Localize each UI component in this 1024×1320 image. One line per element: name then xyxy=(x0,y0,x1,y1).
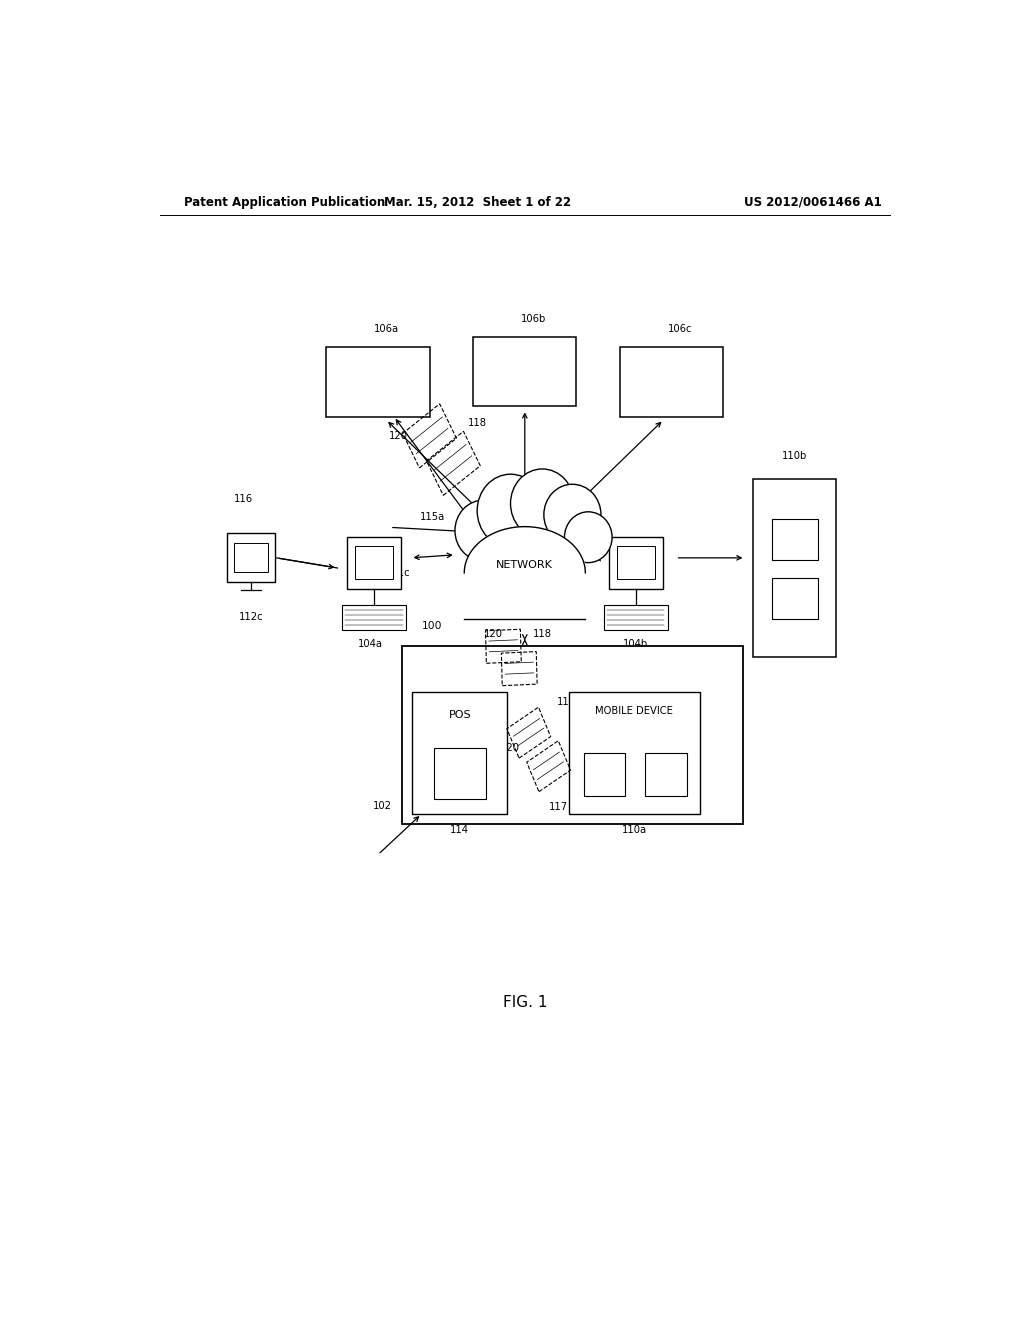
Ellipse shape xyxy=(544,484,601,545)
Text: 102: 102 xyxy=(374,801,392,810)
Text: 111c: 111c xyxy=(386,568,411,578)
Text: 120: 120 xyxy=(483,628,503,639)
Text: FINANCIAL
INSTITUTION B: FINANCIAL INSTITUTION B xyxy=(486,362,563,383)
Text: 110a: 110a xyxy=(622,825,647,836)
FancyBboxPatch shape xyxy=(233,544,268,572)
Text: 117: 117 xyxy=(549,801,567,812)
Text: NETWORK: NETWORK xyxy=(497,560,553,570)
Ellipse shape xyxy=(455,500,512,561)
Text: Patent Application Publication: Patent Application Publication xyxy=(183,195,385,209)
Text: FIG. 1: FIG. 1 xyxy=(503,994,547,1010)
Text: 110b: 110b xyxy=(782,451,807,461)
Text: 111b: 111b xyxy=(786,535,811,545)
Text: 119: 119 xyxy=(557,697,575,708)
Ellipse shape xyxy=(477,474,544,548)
Text: 115a: 115a xyxy=(420,512,445,523)
Text: 111a: 111a xyxy=(593,801,615,810)
Text: MOBILE DEVICE: MOBILE DEVICE xyxy=(595,706,673,717)
Text: 118: 118 xyxy=(532,628,552,639)
Text: 112c: 112c xyxy=(239,611,263,622)
Text: 116: 116 xyxy=(233,494,253,504)
Text: 104a: 104a xyxy=(357,639,383,649)
Ellipse shape xyxy=(464,519,586,622)
FancyBboxPatch shape xyxy=(772,519,817,560)
Text: FINANCIAL
INSTITUTION C: FINANCIAL INSTITUTION C xyxy=(634,371,710,393)
FancyBboxPatch shape xyxy=(617,546,654,578)
Text: Mar. 15, 2012  Sheet 1 of 22: Mar. 15, 2012 Sheet 1 of 22 xyxy=(384,195,570,209)
Text: POS: POS xyxy=(449,710,471,721)
FancyBboxPatch shape xyxy=(412,692,507,814)
Text: 106c: 106c xyxy=(668,325,692,334)
Text: 118: 118 xyxy=(468,417,486,428)
Text: 112a: 112a xyxy=(654,801,678,810)
Text: 109: 109 xyxy=(451,768,469,779)
Text: 115b: 115b xyxy=(560,512,586,523)
FancyBboxPatch shape xyxy=(473,338,577,407)
FancyBboxPatch shape xyxy=(401,647,743,824)
Text: 106a: 106a xyxy=(374,325,399,334)
FancyBboxPatch shape xyxy=(604,605,668,630)
FancyBboxPatch shape xyxy=(434,748,485,799)
FancyBboxPatch shape xyxy=(753,479,837,657)
Text: 100: 100 xyxy=(422,620,442,631)
FancyBboxPatch shape xyxy=(645,752,687,796)
Text: 112b: 112b xyxy=(786,594,811,603)
FancyBboxPatch shape xyxy=(584,752,625,796)
Ellipse shape xyxy=(511,469,574,539)
Text: FINANCIAL
INSTITUTION A: FINANCIAL INSTITUTION A xyxy=(340,371,416,393)
Text: 108: 108 xyxy=(505,498,524,508)
FancyBboxPatch shape xyxy=(227,533,274,582)
FancyBboxPatch shape xyxy=(569,692,699,814)
Ellipse shape xyxy=(564,512,612,562)
Text: 120: 120 xyxy=(501,743,520,752)
FancyBboxPatch shape xyxy=(327,347,430,417)
FancyBboxPatch shape xyxy=(772,578,817,619)
Text: 114: 114 xyxy=(451,825,469,836)
FancyBboxPatch shape xyxy=(347,536,401,589)
FancyBboxPatch shape xyxy=(342,605,406,630)
Text: US 2012/0061466 A1: US 2012/0061466 A1 xyxy=(744,195,882,209)
Text: 104b: 104b xyxy=(624,639,648,649)
FancyBboxPatch shape xyxy=(355,546,393,578)
FancyBboxPatch shape xyxy=(621,347,723,417)
Ellipse shape xyxy=(468,528,582,618)
Text: 106b: 106b xyxy=(521,314,546,323)
Text: 120: 120 xyxy=(389,430,409,441)
FancyBboxPatch shape xyxy=(609,536,663,589)
